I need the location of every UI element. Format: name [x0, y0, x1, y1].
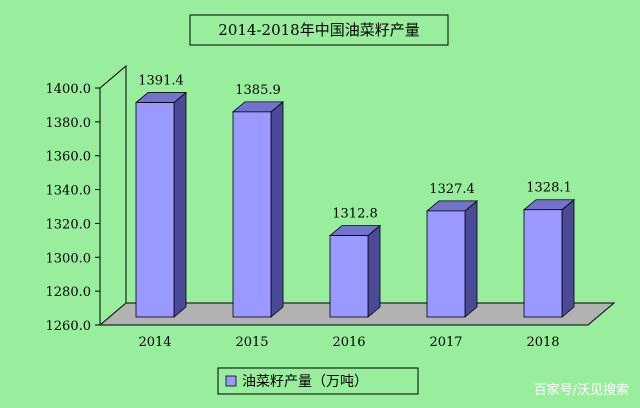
bar-side — [367, 224, 381, 318]
watermark: 百家号/沃见搜索 — [534, 382, 629, 398]
bar-side — [173, 91, 187, 318]
legend-box — [217, 367, 419, 395]
bars-group: 1391.4 1385.9 1312.8 1327.4 1328.1 — [134, 74, 576, 318]
bar — [232, 111, 272, 318]
bar — [426, 210, 466, 318]
y-tick-label: 1320.0 — [46, 217, 92, 232]
y-axis: 1400.0 1380.0 1360.0 1340.0 1320.0 1300.0 1280… — [46, 82, 101, 334]
bar — [135, 102, 175, 318]
legend-swatch — [225, 375, 237, 387]
data-label: 1385.9 — [235, 83, 281, 98]
data-label: 1312.8 — [332, 207, 378, 222]
y-tick-label: 1340.0 — [46, 184, 92, 199]
chart-title-box — [189, 14, 449, 46]
x-tick-label: 2014 — [138, 335, 171, 350]
x-tick-label: 2017 — [429, 335, 462, 350]
y-tick-label: 1300.0 — [46, 251, 92, 266]
data-label: 1391.4 — [138, 74, 184, 89]
x-tick-label: 2015 — [235, 335, 268, 350]
chart-title: 2014-2018年中国油菜籽产量 — [218, 21, 419, 39]
y-tick-label: 1400.0 — [46, 82, 92, 97]
back-wall-edge — [99, 64, 127, 303]
y-tick-label: 1380.0 — [46, 116, 92, 131]
data-label: 1327.4 — [429, 182, 475, 197]
bar-side — [270, 101, 284, 318]
bar — [329, 235, 369, 318]
bar-side — [561, 198, 575, 318]
x-tick-label: 2016 — [332, 335, 365, 350]
x-tick-label: 2018 — [526, 335, 559, 350]
y-tick-label: 1280.0 — [46, 285, 92, 300]
y-tick-label: 1260.0 — [46, 319, 92, 334]
data-label: 1328.1 — [526, 181, 572, 196]
y-tick-label: 1360.0 — [46, 150, 92, 165]
x-axis: 2014 2015 2016 2017 2018 — [100, 324, 588, 350]
bar-side — [464, 200, 478, 318]
bar — [523, 209, 563, 318]
legend-label: 油菜籽产量（万吨） — [242, 374, 368, 390]
